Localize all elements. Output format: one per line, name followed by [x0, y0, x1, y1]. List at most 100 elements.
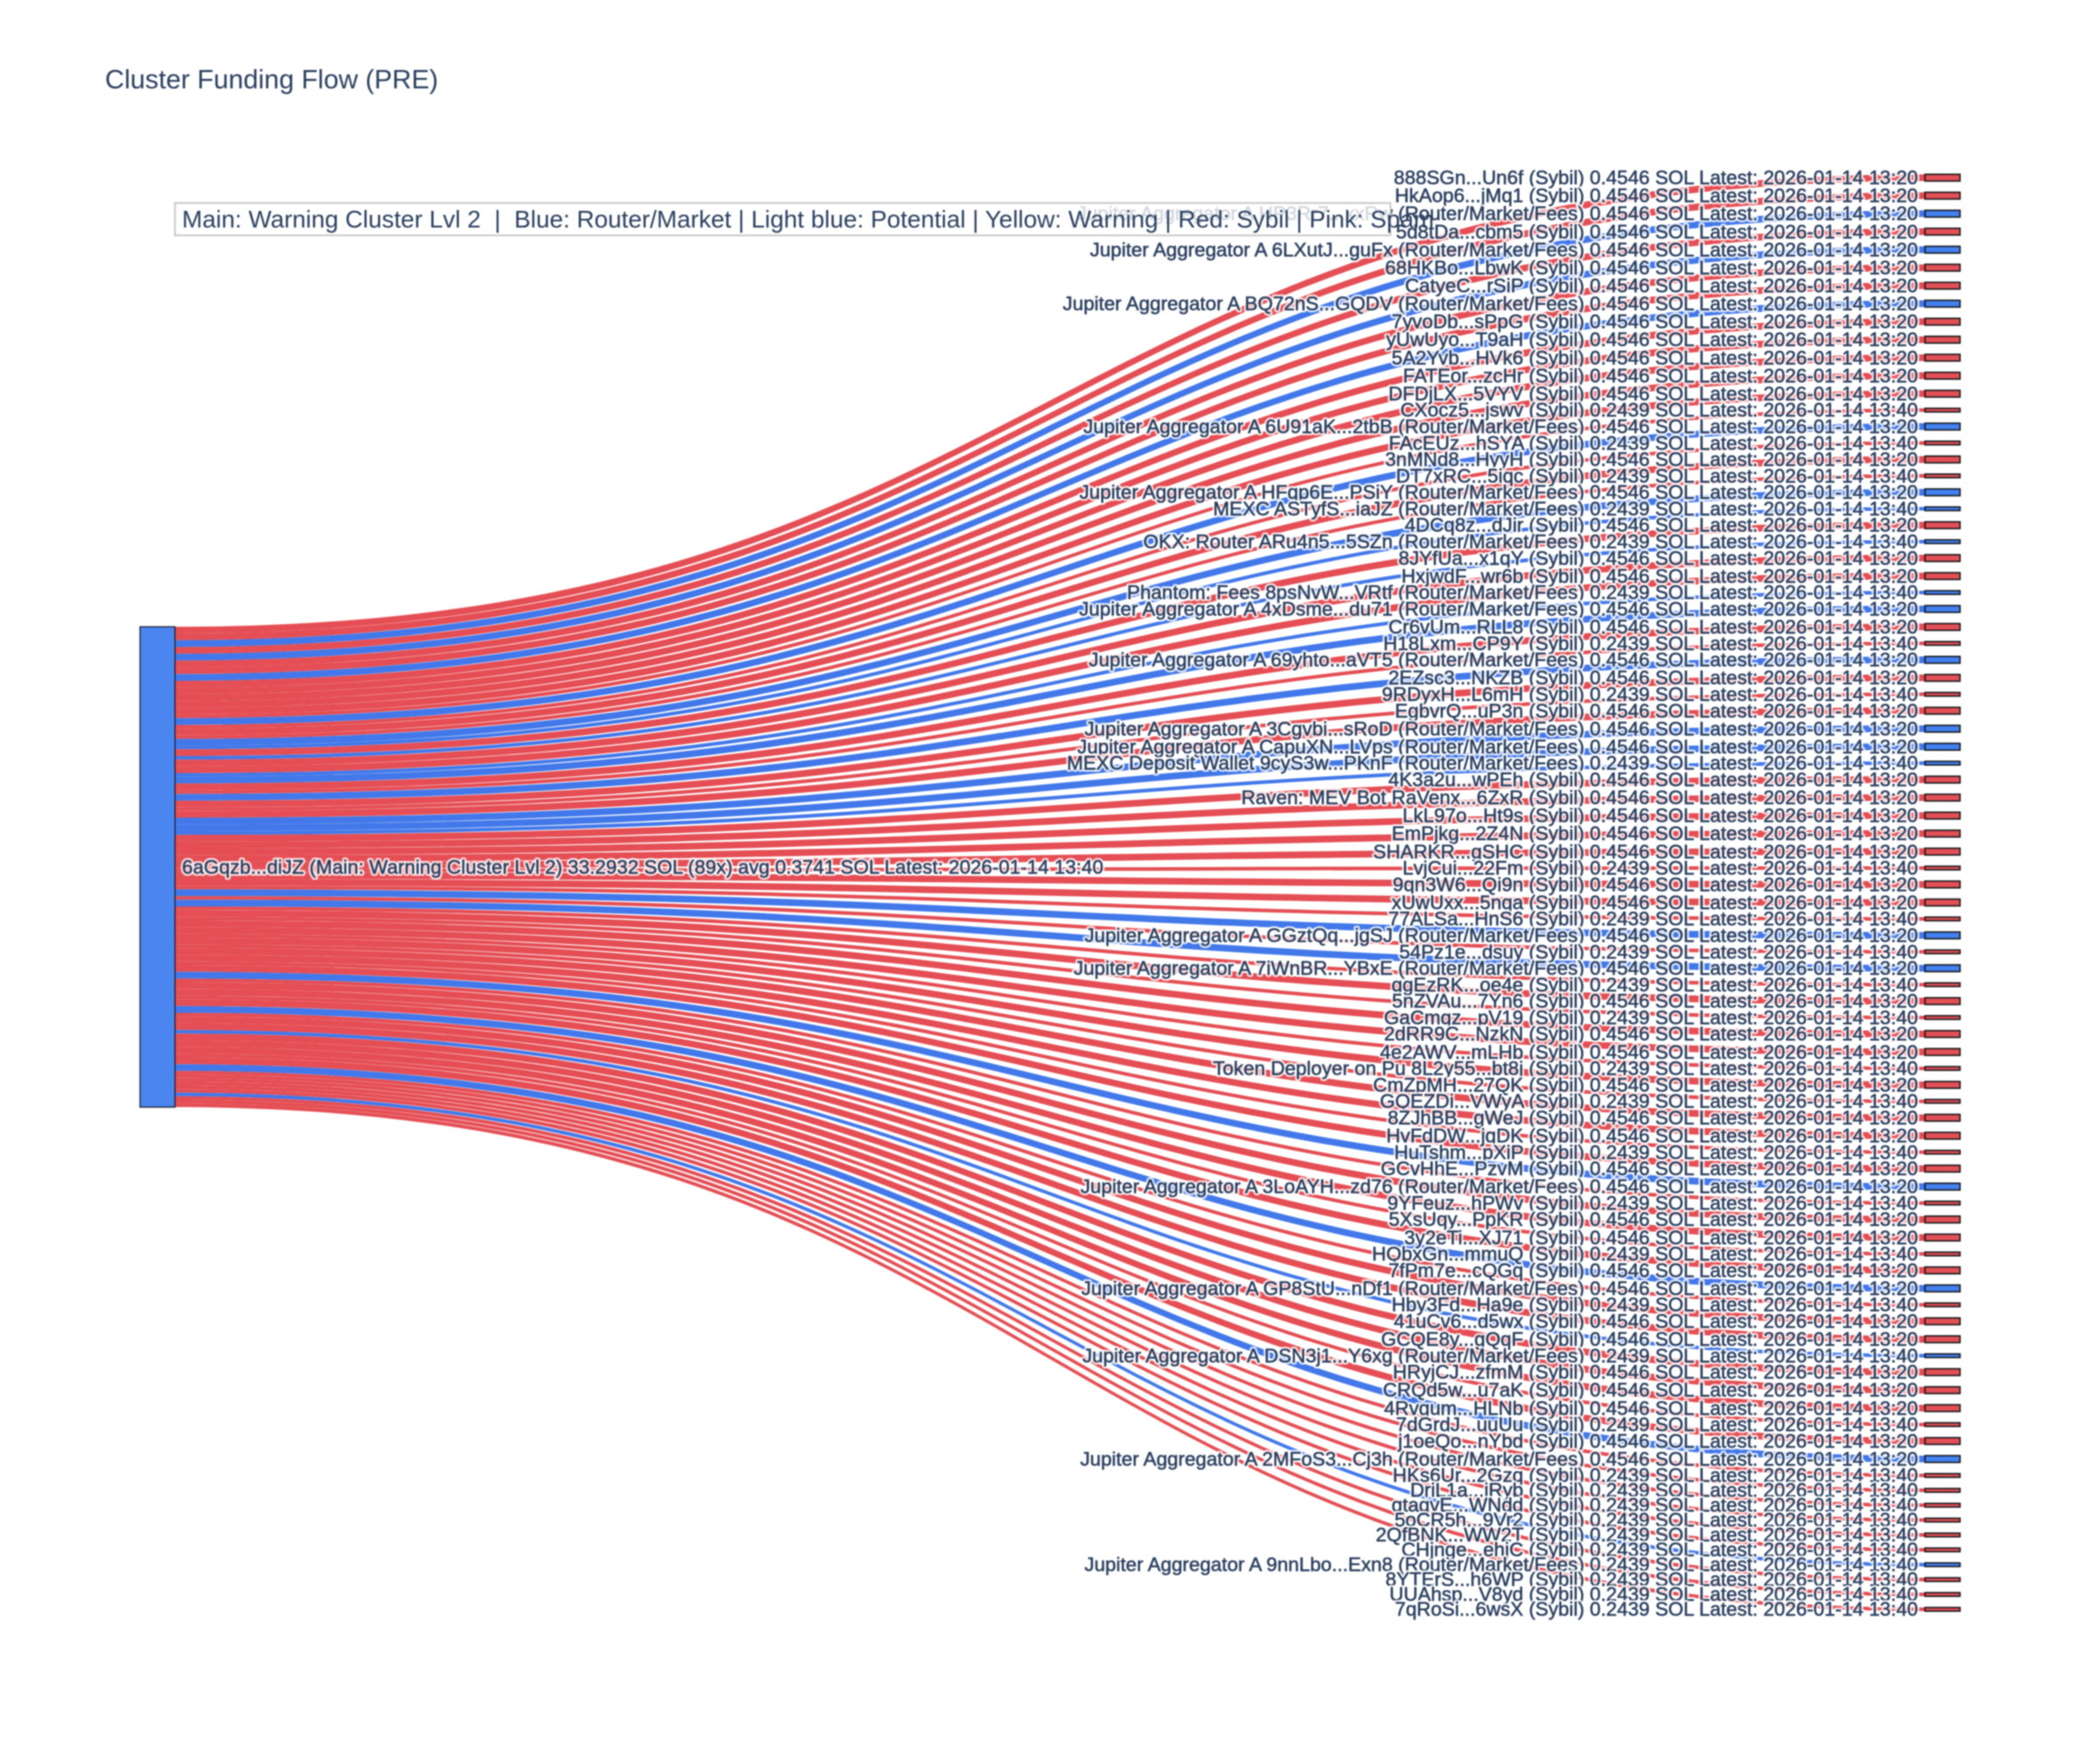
- svg-text:5A2Yvb...HVk6 (Sybil) 0.4546 S: 5A2Yvb...HVk6 (Sybil) 0.4546 SOL Latest:…: [1391, 346, 1918, 368]
- svg-text:H18Lxm...CP9Y (Sybil) 0.2439 S: H18Lxm...CP9Y (Sybil) 0.2439 SOL Latest:…: [1383, 633, 1918, 654]
- svg-text:7qRoSi...6wsX (Sybil) 0.2439 S: 7qRoSi...6wsX (Sybil) 0.2439 SOL Latest:…: [1395, 1599, 1918, 1620]
- svg-text:OKX: Router ARu4n5...5SZn (Rou: OKX: Router ARu4n5...5SZn (Router/Market…: [1144, 531, 1918, 553]
- svg-text:9qn3W6...Qi9n (Sybil) 0.4546 S: 9qn3W6...Qi9n (Sybil) 0.4546 SOL Latest:…: [1393, 873, 1918, 895]
- svg-text:LvjCui...22Fm (Sybil) 0.2439 S: LvjCui...22Fm (Sybil) 0.2439 SOL Latest:…: [1403, 858, 1918, 879]
- svg-text:2dRR9C...NzkN (Sybil) 0.4546 S: 2dRR9C...NzkN (Sybil) 0.4546 SOL Latest:…: [1384, 1023, 1918, 1045]
- svg-text:HvFdDW...jqDK (Sybil) 0.4546 S: HvFdDW...jqDK (Sybil) 0.4546 SOL Latest:…: [1386, 1125, 1918, 1147]
- svg-text:4Rvgum...HLNb (Sybil) 0.4546 S: 4Rvgum...HLNb (Sybil) 0.4546 SOL Latest:…: [1384, 1397, 1918, 1419]
- svg-text:Jupiter Aggregator A 6LXutJ...: Jupiter Aggregator A 6LXutJ...guFx (Rout…: [1090, 239, 1918, 261]
- svg-text:DriL1a...jRyb (Sybil) 0.2439 S: DriL1a...jRyb (Sybil) 0.2439 SOL Latest:…: [1410, 1480, 1918, 1502]
- svg-text:2EZsc3...NKZB (Sybil) 0.4546 S: 2EZsc3...NKZB (Sybil) 0.4546 SOL Latest:…: [1389, 667, 1918, 689]
- svg-text:Jupiter Aggregator A 6U91aK...: Jupiter Aggregator A 6U91aK...2tbB (Rout…: [1083, 416, 1918, 438]
- svg-text:H18Lxm...CP9Y (Sybil) 0.2439 S: H18Lxm...CP9Y (Sybil) 0.2439 SOL Latest:…: [1383, 633, 1918, 654]
- svg-text:HuTshm...pXiP (Sybil) 0.2439 S: HuTshm...pXiP (Sybil) 0.2439 SOL Latest:…: [1394, 1141, 1918, 1163]
- svg-text:7fPm7e...cQGq (Sybil) 0.4546 S: 7fPm7e...cQGq (Sybil) 0.4546 SOL Latest:…: [1389, 1259, 1918, 1281]
- svg-text:Jupiter Aggregator A 2MFoS3...: Jupiter Aggregator A 2MFoS3...Cj3h (Rout…: [1080, 1448, 1918, 1470]
- svg-text:HkAop6...jMq1 (Sybil) 0.4546 S: HkAop6...jMq1 (Sybil) 0.4546 SOL Latest:…: [1395, 185, 1918, 206]
- svg-text:EgbvrQ...uP3n (Sybil) 0.4546 S: EgbvrQ...uP3n (Sybil) 0.4546 SOL Latest:…: [1395, 700, 1918, 722]
- svg-text:Token Deployer on Pu 8L2y55...: Token Deployer on Pu 8L2y55...bt8j (Sybi…: [1213, 1058, 1918, 1080]
- svg-text:CatyeC...rSiP (Sybil) 0.4546 S: CatyeC...rSiP (Sybil) 0.4546 SOL Latest:…: [1405, 275, 1918, 297]
- svg-text:DFDjLX...5VYV (Sybil) 0.4546 S: DFDjLX...5VYV (Sybil) 0.4546 SOL Latest:…: [1389, 382, 1918, 404]
- svg-text:DT7xRC...5iqc (Sybil) 0.2439 S: DT7xRC...5iqc (Sybil) 0.2439 SOL Latest:…: [1396, 465, 1918, 486]
- svg-text:9YFeuz...hPWv (Sybil) 0.2439 S: 9YFeuz...hPWv (Sybil) 0.2439 SOL Latest:…: [1387, 1192, 1918, 1214]
- svg-text:FATEor...zcHr (Sybil) 0.4546 S: FATEor...zcHr (Sybil) 0.4546 SOL Latest:…: [1403, 365, 1918, 387]
- svg-text:3y2eTi...XJ71 (Sybil) 0.4546 S: 3y2eTi...XJ71 (Sybil) 0.4546 SOL Latest:…: [1404, 1227, 1918, 1249]
- svg-text:j1oeQo...nYbd (Sybil) 0.4546 S: j1oeQo...nYbd (Sybil) 0.4546 SOL Latest:…: [1397, 1430, 1918, 1452]
- svg-text:Jupiter Aggregator A GGztQq...: Jupiter Aggregator A GGztQq...jgSJ (Rout…: [1084, 924, 1918, 946]
- svg-text:Jupiter Aggregator A 7iWnBR...: Jupiter Aggregator A 7iWnBR...YBxE (Rout…: [1074, 957, 1918, 979]
- svg-text:Jupiter Aggregator A 69yhto...: Jupiter Aggregator A 69yhto...aVT5 (Rout…: [1088, 649, 1918, 671]
- svg-text:Cr6vUm...RLL8 (Sybil) 0.4546 S: Cr6vUm...RLL8 (Sybil) 0.4546 SOL Latest:…: [1389, 616, 1918, 638]
- svg-text:ggEzRK...oe4e (Sybil) 0.2439 S: ggEzRK...oe4e (Sybil) 0.2439 SOL Latest:…: [1391, 974, 1918, 996]
- svg-text:Jupiter Aggregator A CapuXN...: Jupiter Aggregator A CapuXN...LVps (Rout…: [1077, 736, 1918, 758]
- svg-text:Jupiter Aggregator A HFqp6E...: Jupiter Aggregator A HFqp6E...PSiY (Rout…: [1080, 481, 1918, 503]
- svg-text:HQbxGn...mmuQ (Sybil) 0.2439 S: HQbxGn...mmuQ (Sybil) 0.2439 SOL Latest:…: [1372, 1243, 1918, 1265]
- svg-text:Jupiter Aggregator A DSN3j1...: Jupiter Aggregator A DSN3j1...Y6xg (Rout…: [1082, 1345, 1918, 1367]
- svg-text:7dGrdJ...uuUu (Sybil) 0.2439 S: 7dGrdJ...uuUu (Sybil) 0.2439 SOL Latest:…: [1396, 1414, 1918, 1436]
- svg-text:GCvHhE...PzvM (Sybil) 0.4546 S: GCvHhE...PzvM (Sybil) 0.4546 SOL Latest:…: [1381, 1158, 1918, 1180]
- svg-text:Raven: MEV Bot RaVenx...6ZxR (: Raven: MEV Bot RaVenx...6ZxR (Sybil) 0.4…: [1242, 787, 1918, 808]
- svg-text:qtagvE...WNdd (Sybil) 0.2439 S: qtagvE...WNdd (Sybil) 0.2439 SOL Latest:…: [1391, 1494, 1918, 1516]
- svg-text:yUwUyo...T9aH (Sybil) 0.4546 S: yUwUyo...T9aH (Sybil) 0.4546 SOL Latest:…: [1386, 329, 1918, 351]
- svg-text:Raven: MEV Bot RaVenx...6ZxR (: Raven: MEV Bot RaVenx...6ZxR (Sybil) 0.4…: [1242, 787, 1918, 808]
- svg-text:5oCR5h...9Vr2 (Sybil) 0.2439 S: 5oCR5h...9Vr2 (Sybil) 0.2439 SOL Latest:…: [1395, 1509, 1918, 1531]
- svg-text:4Rvgum...HLNb (Sybil) 0.4546 S: 4Rvgum...HLNb (Sybil) 0.4546 SOL Latest:…: [1384, 1397, 1918, 1419]
- svg-text:GaCmqz...pV19 (Sybil) 0.2439 S: GaCmqz...pV19 (Sybil) 0.2439 SOL Latest:…: [1384, 1006, 1918, 1028]
- svg-text:888SGn...Un6f (Sybil) 0.4546 S: 888SGn...Un6f (Sybil) 0.4546 SOL Latest:…: [1394, 167, 1918, 189]
- svg-text:CXocz5...jswv (Sybil) 0.2439 S: CXocz5...jswv (Sybil) 0.2439 SOL Latest:…: [1400, 399, 1918, 421]
- svg-text:Jupiter Aggregator A GP8StU...: Jupiter Aggregator A GP8StU...nDf1 (Rout…: [1082, 1278, 1918, 1299]
- svg-text:EgbvrQ...uP3n (Sybil) 0.4546 S: EgbvrQ...uP3n (Sybil) 0.4546 SOL Latest:…: [1395, 700, 1918, 722]
- svg-text:Jupiter Aggregator A HFqp6E...: Jupiter Aggregator A HFqp6E...PSiY (Rout…: [1080, 481, 1918, 503]
- svg-text:FAcEUz...hSYA (Sybil) 0.2439 S: FAcEUz...hSYA (Sybil) 0.2439 SOL Latest:…: [1389, 432, 1918, 454]
- svg-text:HxjwdF...wr6b (Sybil) 0.4546 S: HxjwdF...wr6b (Sybil) 0.4546 SOL Latest:…: [1402, 565, 1918, 587]
- svg-text:HxjwdF...wr6b (Sybil) 0.4546 S: HxjwdF...wr6b (Sybil) 0.4546 SOL Latest:…: [1402, 565, 1918, 587]
- svg-text:GaCmqz...pV19 (Sybil) 0.2439 S: GaCmqz...pV19 (Sybil) 0.2439 SOL Latest:…: [1384, 1006, 1918, 1028]
- svg-text:4K3a2u...wPEh (Sybil) 0.4546 S: 4K3a2u...wPEh (Sybil) 0.4546 SOL Latest:…: [1389, 768, 1918, 790]
- svg-text:GCQE8y...gQqF (Sybil) 0.4546 S: GCQE8y...gQqF (Sybil) 0.4546 SOL Latest:…: [1381, 1328, 1918, 1350]
- svg-text:Cluster Funding Flow (PRE): Cluster Funding Flow (PRE): [105, 65, 438, 94]
- svg-text:Phantom: Fees 8psNvW...VRtf (R: Phantom: Fees 8psNvW...VRtf (Router/Mark…: [1127, 582, 1918, 604]
- svg-text:CXocz5...jswv (Sybil) 0.2439 S: CXocz5...jswv (Sybil) 0.2439 SOL Latest:…: [1400, 399, 1918, 421]
- svg-text:7dGrdJ...uuUu (Sybil) 0.2439 S: 7dGrdJ...uuUu (Sybil) 0.2439 SOL Latest:…: [1396, 1414, 1918, 1436]
- svg-text:UUAhsp...V8yd (Sybil) 0.2439 S: UUAhsp...V8yd (Sybil) 0.2439 SOL Latest:…: [1390, 1584, 1918, 1606]
- svg-text:Jupiter Aggregator A BQ72nS...: Jupiter Aggregator A BQ72nS...GQDV (Rout…: [1063, 293, 1918, 315]
- svg-text:9YFeuz...hPWv (Sybil) 0.2439 S: 9YFeuz...hPWv (Sybil) 0.2439 SOL Latest:…: [1387, 1192, 1918, 1214]
- svg-text:Jupiter Aggregator A 4xDsme...: Jupiter Aggregator A 4xDsme...du71 (Rout…: [1079, 598, 1918, 620]
- svg-text:DT7xRC...5iqc (Sybil) 0.2439 S: DT7xRC...5iqc (Sybil) 0.2439 SOL Latest:…: [1396, 465, 1918, 486]
- svg-text:Jupiter Aggregator A 3Cgvbi...: Jupiter Aggregator A 3Cgvbi...sRoD (Rout…: [1084, 718, 1918, 739]
- svg-text:Jupiter Aggregator A 4xDsme...: Jupiter Aggregator A 4xDsme...du71 (Rout…: [1079, 598, 1918, 620]
- svg-text:8JYfUa...x1qY (Sybil) 0.4546 S: 8JYfUa...x1qY (Sybil) 0.4546 SOL Latest:…: [1398, 547, 1918, 569]
- svg-text:CmZpMH...27QK (Sybil) 0.4546 S: CmZpMH...27QK (Sybil) 0.4546 SOL Latest:…: [1373, 1074, 1918, 1096]
- svg-text:2dRR9C...NzkN (Sybil) 0.4546 S: 2dRR9C...NzkN (Sybil) 0.4546 SOL Latest:…: [1384, 1023, 1918, 1045]
- svg-text:HRyjCJ...zfmM (Sybil) 0.4546 S: HRyjCJ...zfmM (Sybil) 0.4546 SOL Latest:…: [1393, 1362, 1918, 1383]
- svg-text:GQEZDi...VWyA (Sybil) 0.2439 S: GQEZDi...VWyA (Sybil) 0.2439 SOL Latest:…: [1380, 1090, 1918, 1112]
- svg-text:8ZJhBB...gWeJ (Sybil) 0.4546 S: 8ZJhBB...gWeJ (Sybil) 0.4546 SOL Latest:…: [1388, 1107, 1918, 1129]
- svg-text:Hby3Fd...Ha9e (Sybil) 0.2439 S: Hby3Fd...Ha9e (Sybil) 0.2439 SOL Latest:…: [1391, 1294, 1918, 1316]
- svg-text:68HKBo...LbwK (Sybil) 0.4546 S: 68HKBo...LbwK (Sybil) 0.4546 SOL Latest:…: [1385, 256, 1918, 278]
- svg-text:41uCv6...d5wx (Sybil) 0.4546 S: 41uCv6...d5wx (Sybil) 0.4546 SOL Latest:…: [1394, 1311, 1918, 1333]
- svg-text:Jupiter Aggregator A 6U91aK...: Jupiter Aggregator A 6U91aK...2tbB (Rout…: [1083, 416, 1918, 438]
- svg-text:CHjnge...ehjC (Sybil) 0.2439 S: CHjnge...ehjC (Sybil) 0.2439 SOL Latest:…: [1402, 1539, 1918, 1561]
- svg-text:EmPjkg...2Z4N (Sybil) 0.4546 S: EmPjkg...2Z4N (Sybil) 0.4546 SOL Latest:…: [1391, 822, 1918, 844]
- svg-text:DriL1a...jRyb (Sybil) 0.2439 S: DriL1a...jRyb (Sybil) 0.2439 SOL Latest:…: [1410, 1480, 1918, 1502]
- svg-text:CatyeC...rSiP (Sybil) 0.4546 S: CatyeC...rSiP (Sybil) 0.4546 SOL Latest:…: [1405, 275, 1918, 297]
- svg-text:GCvHhE...PzvM (Sybil) 0.4546 S: GCvHhE...PzvM (Sybil) 0.4546 SOL Latest:…: [1381, 1158, 1918, 1180]
- svg-text:SHARKR...gSHC (Sybil) 0.4546 S: SHARKR...gSHC (Sybil) 0.4546 SOL Latest:…: [1373, 841, 1918, 863]
- svg-text:FATEor...zcHr (Sybil) 0.4546 S: FATEor...zcHr (Sybil) 0.4546 SOL Latest:…: [1403, 365, 1918, 387]
- svg-text:Jupiter Aggregator A 3LoAYH...: Jupiter Aggregator A 3LoAYH...zd76 (Rout…: [1081, 1176, 1918, 1198]
- svg-text:888SGn...Un6f (Sybil) 0.4546 S: 888SGn...Un6f (Sybil) 0.4546 SOL Latest:…: [1394, 167, 1918, 189]
- svg-text:9RDyxH...L6mH (Sybil) 0.2439 S: 9RDyxH...L6mH (Sybil) 0.2439 SOL Latest:…: [1382, 683, 1918, 705]
- svg-text:Jupiter Aggregator A 7iWnBR...: Jupiter Aggregator A 7iWnBR...YBxE (Rout…: [1074, 957, 1918, 979]
- svg-text:4DCq8z...dJir (Sybil) 0.4546 S: 4DCq8z...dJir (Sybil) 0.4546 SOL Latest:…: [1404, 514, 1918, 536]
- svg-text:OKX: Router ARu4n5...5SZn (Rou: OKX: Router ARu4n5...5SZn (Router/Market…: [1144, 531, 1918, 553]
- svg-text:5A2Yvb...HVk6 (Sybil) 0.4546 S: 5A2Yvb...HVk6 (Sybil) 0.4546 SOL Latest:…: [1391, 346, 1918, 368]
- svg-text:68HKBo...LbwK (Sybil) 0.4546 S: 68HKBo...LbwK (Sybil) 0.4546 SOL Latest:…: [1385, 256, 1918, 278]
- svg-text:4K3a2u...wPEh (Sybil) 0.4546 S: 4K3a2u...wPEh (Sybil) 0.4546 SOL Latest:…: [1389, 768, 1918, 790]
- svg-text:Jupiter Aggregator A GP8StU...: Jupiter Aggregator A GP8StU...nDf1 (Rout…: [1082, 1278, 1918, 1299]
- svg-text:Jupiter Aggregator A 9nnLbo...: Jupiter Aggregator A 9nnLbo...Exn8 (Rout…: [1084, 1554, 1918, 1576]
- svg-text:HQbxGn...mmuQ (Sybil) 0.2439 S: HQbxGn...mmuQ (Sybil) 0.2439 SOL Latest:…: [1372, 1243, 1918, 1265]
- svg-text:Jupiter Aggregator A 3LoAYH...: Jupiter Aggregator A 3LoAYH...zd76 (Rout…: [1081, 1176, 1918, 1198]
- svg-text:CRQd5w...u7aK (Sybil) 0.4546 S: CRQd5w...u7aK (Sybil) 0.4546 SOL Latest:…: [1382, 1379, 1918, 1401]
- svg-text:77ALSa...HnS6 (Sybil) 0.2439 S: 77ALSa...HnS6 (Sybil) 0.2439 SOL Latest:…: [1389, 908, 1918, 930]
- svg-text:5oCR5h...9Vr2 (Sybil) 0.2439 S: 5oCR5h...9Vr2 (Sybil) 0.2439 SOL Latest:…: [1395, 1509, 1918, 1531]
